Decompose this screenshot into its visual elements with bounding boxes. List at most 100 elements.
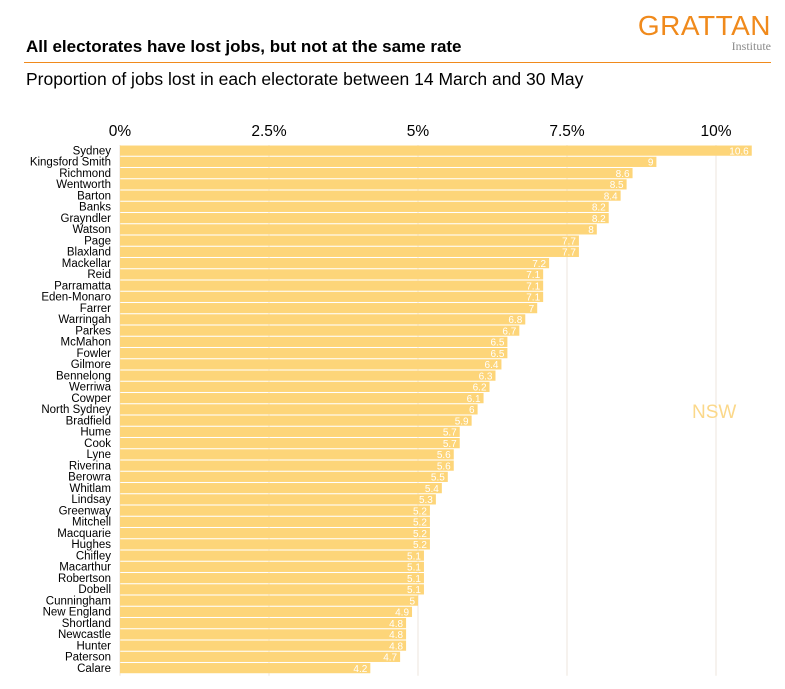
category-label: McMahon	[61, 337, 112, 349]
category-label: Parkes	[75, 325, 111, 337]
bar	[120, 415, 472, 426]
bar	[120, 370, 496, 381]
bar	[120, 213, 609, 224]
value-label: 5.4	[425, 484, 439, 495]
category-label: Barton	[77, 190, 111, 202]
bar	[120, 246, 579, 257]
bar	[120, 303, 538, 314]
bar	[120, 618, 407, 629]
bar	[120, 438, 460, 449]
category-label: Robertson	[58, 573, 111, 585]
bar	[120, 269, 544, 280]
bar	[120, 606, 413, 617]
bar	[120, 325, 520, 336]
title-divider	[24, 62, 771, 63]
category-label: Newcastle	[58, 629, 111, 641]
value-label: 8.5	[610, 180, 624, 191]
x-tick-label: 10%	[700, 123, 731, 140]
value-label: 8.2	[592, 214, 606, 225]
category-label: New England	[43, 607, 111, 619]
group-label: NSW	[692, 402, 736, 423]
value-label: 7.2	[532, 259, 546, 270]
x-tick-label: 0%	[109, 123, 132, 140]
category-label: Shortland	[62, 618, 111, 630]
category-label: Cowper	[71, 393, 111, 405]
category-label: Mackellar	[62, 258, 111, 270]
bar	[120, 528, 430, 539]
category-label: Bennelong	[56, 370, 111, 382]
value-label: 8	[588, 225, 594, 236]
value-label: 5	[409, 596, 415, 607]
category-label: North Sydney	[41, 404, 111, 416]
bar	[120, 280, 544, 291]
category-label: Dobell	[78, 584, 111, 596]
category-label: Banks	[79, 202, 111, 214]
bar	[120, 516, 430, 527]
value-label: 5.3	[419, 495, 433, 506]
x-tick-label: 5%	[407, 123, 430, 140]
value-label: 6	[469, 405, 475, 416]
category-label: Farrer	[80, 303, 111, 315]
value-label: 10.6	[729, 146, 749, 157]
value-label: 6.2	[473, 383, 487, 394]
x-axis-ticks: 0% 2.5% 5% 7.5% 10%	[109, 123, 732, 140]
category-label: Page	[84, 235, 111, 247]
value-label: 7.7	[562, 248, 576, 259]
value-label: 6.7	[502, 326, 516, 337]
value-label: 4.2	[353, 664, 367, 675]
value-label: 4.9	[395, 608, 409, 619]
value-label: 5.1	[407, 574, 421, 585]
bar	[120, 505, 430, 516]
bar	[120, 483, 442, 494]
category-label: Parramatta	[54, 280, 111, 292]
chart-subtitle: Proportion of jobs lost in each electora…	[26, 69, 584, 89]
value-label: 8.4	[604, 191, 618, 202]
category-label: Kingsford Smith	[30, 157, 111, 169]
value-label: 5.7	[443, 439, 457, 450]
value-label: 5.1	[407, 563, 421, 574]
bar	[120, 179, 627, 190]
value-label: 5.2	[413, 540, 427, 551]
bar	[120, 393, 484, 404]
bar	[120, 258, 550, 269]
category-label: Berowra	[68, 472, 111, 484]
value-label: 4.8	[389, 619, 403, 630]
value-label: 5.7	[443, 428, 457, 439]
category-label: Eden-Monaro	[41, 292, 111, 304]
grattan-logo: GRATTAN Institute	[637, 10, 771, 53]
bar	[120, 336, 508, 347]
logo-wordmark: GRATTAN	[637, 10, 771, 41]
value-labels: 10.698.68.58.48.28.287.77.77.27.17.17.17…	[353, 146, 749, 675]
bars	[120, 145, 752, 674]
category-label: Bradfield	[66, 415, 111, 427]
category-label: Richmond	[59, 168, 111, 180]
bar	[120, 449, 454, 460]
value-label: 4.7	[383, 653, 397, 664]
bar	[120, 426, 460, 437]
bar	[120, 561, 424, 572]
bar	[120, 314, 526, 325]
category-label: Fowler	[76, 348, 111, 360]
value-label: 5.6	[437, 461, 451, 472]
value-label: 6.1	[467, 394, 481, 405]
category-label: Hunter	[76, 640, 111, 652]
bar	[120, 595, 418, 606]
bar	[120, 291, 544, 302]
category-label: Reid	[87, 269, 111, 281]
logo-subtext: Institute	[731, 39, 771, 53]
bar	[120, 145, 752, 156]
bar	[120, 168, 633, 179]
value-label: 5.9	[455, 416, 469, 427]
category-label: Chifley	[76, 550, 111, 562]
bar	[120, 460, 454, 471]
category-label: Watson	[72, 224, 111, 236]
value-label: 5.2	[413, 506, 427, 517]
category-label: Riverina	[69, 460, 112, 472]
value-label: 5.5	[431, 473, 445, 484]
category-label: Calare	[77, 663, 111, 675]
category-label: Greenway	[59, 505, 112, 517]
value-label: 5.6	[437, 450, 451, 461]
value-label: 5.2	[413, 518, 427, 529]
